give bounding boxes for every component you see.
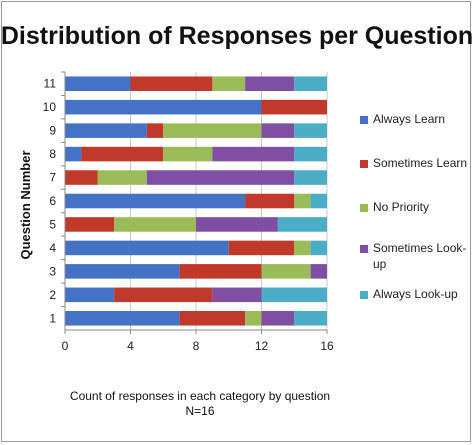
y-tick-label: 5 — [49, 217, 56, 231]
legend-label: Sometimes Learn — [373, 156, 467, 170]
x-tick-label: 12 — [255, 339, 269, 353]
x-axis-label-n: N=16 — [185, 404, 214, 418]
bar-q8-always-look-up — [294, 146, 327, 162]
bars — [65, 76, 327, 326]
bar-q7-no-priority — [97, 170, 147, 185]
bar-q3-no-priority — [261, 264, 311, 279]
legend-swatch-always-learn — [360, 116, 368, 124]
x-tick-label: 0 — [62, 339, 69, 353]
legend-label: No Priority — [373, 200, 429, 214]
bar-q4-no-priority — [294, 240, 311, 256]
x-tick-label: 4 — [127, 339, 134, 353]
legend-label: Sometimes Look-up — [373, 241, 466, 271]
bar-q7-sometimes-look-up — [146, 170, 295, 185]
bar-q5-no-priority — [114, 217, 196, 232]
legend: Always Learn Sometimes Learn No Priority So… — [360, 112, 467, 301]
y-tick-label: 10 — [43, 100, 57, 114]
bar-q6-always-learn — [65, 193, 246, 209]
bar-q9-sometimes-look-up — [261, 123, 295, 138]
y-tick-label: 2 — [49, 288, 56, 302]
bar-q1-sometimes-look-up — [261, 311, 295, 326]
x-axis-label: Count of responses in each category by q… — [70, 389, 330, 403]
bar-q1-sometimes-learn — [179, 311, 246, 326]
chart-title: Distribution of Responses per Question — [1, 22, 473, 50]
bar-q1-no-priority — [245, 311, 262, 326]
bar-q6-no-priority — [294, 193, 311, 209]
legend-swatch-always-look-up — [360, 291, 368, 299]
bar-q9-sometimes-learn — [146, 123, 164, 138]
bar-q3-always-learn — [65, 264, 180, 279]
bar-q5-always-look-up — [277, 217, 327, 232]
y-tick-label: 3 — [49, 264, 56, 278]
bar-q8-no-priority — [163, 146, 213, 162]
legend-swatch-sometimes-look-up — [360, 245, 368, 253]
bar-q4-always-learn — [65, 240, 229, 256]
legend-swatch-sometimes-learn — [360, 160, 368, 168]
legend-label: Always Look-up — [373, 287, 458, 301]
bar-q10-sometimes-learn — [261, 99, 327, 115]
bar-q11-sometimes-look-up — [245, 76, 295, 91]
y-tick-label: 9 — [49, 124, 56, 138]
bar-q10-always-learn — [65, 99, 262, 115]
bar-q2-always-look-up — [261, 287, 327, 303]
bar-q3-sometimes-learn — [179, 264, 262, 279]
bar-q5-sometimes-learn — [65, 217, 115, 232]
bar-q2-sometimes-look-up — [212, 287, 262, 303]
bar-q7-always-look-up — [294, 170, 327, 185]
x-tick-labels: 0 4 8 12 16 — [62, 330, 334, 353]
bar-q2-always-learn — [65, 287, 115, 303]
bar-q6-always-look-up — [310, 193, 327, 209]
y-tick-label: 11 — [44, 77, 57, 91]
bar-q4-sometimes-learn — [228, 240, 295, 256]
y-axis-label: Question Number — [18, 150, 33, 259]
bar-q9-always-look-up — [294, 123, 327, 138]
bar-q9-no-priority — [163, 123, 262, 138]
bar-q3-sometimes-look-up — [310, 264, 327, 279]
bar-q2-sometimes-learn — [114, 287, 213, 303]
legend-label: Always Learn — [373, 112, 445, 126]
bar-q1-always-look-up — [294, 311, 327, 326]
bar-q8-sometimes-learn — [81, 146, 164, 162]
bar-q5-sometimes-look-up — [196, 217, 278, 232]
bar-q11-always-look-up — [294, 76, 327, 91]
bar-q4-always-look-up — [310, 240, 327, 256]
bar-q11-no-priority — [212, 76, 246, 91]
y-tick-label: 4 — [49, 241, 56, 255]
x-tick-label: 8 — [193, 339, 200, 353]
y-tick-labels: 1 2 3 4 5 6 7 8 9 10 11 — [43, 71, 65, 325]
legend-swatch-no-priority — [360, 204, 368, 212]
bar-q11-sometimes-learn — [130, 76, 213, 91]
bar-q9-always-learn — [65, 123, 147, 138]
y-tick-label: 8 — [49, 147, 56, 161]
bar-q1-always-learn — [65, 311, 180, 326]
y-tick-label: 6 — [49, 194, 56, 208]
y-tick-label: 7 — [49, 171, 56, 185]
x-tick-label: 16 — [320, 339, 334, 353]
bar-q7-sometimes-learn — [65, 170, 98, 185]
bar-q8-sometimes-look-up — [212, 146, 295, 162]
y-tick-label: 1 — [49, 311, 56, 325]
bar-q11-always-learn — [65, 76, 131, 91]
bar-q8-always-learn — [65, 146, 82, 162]
bar-q6-sometimes-learn — [245, 193, 295, 209]
